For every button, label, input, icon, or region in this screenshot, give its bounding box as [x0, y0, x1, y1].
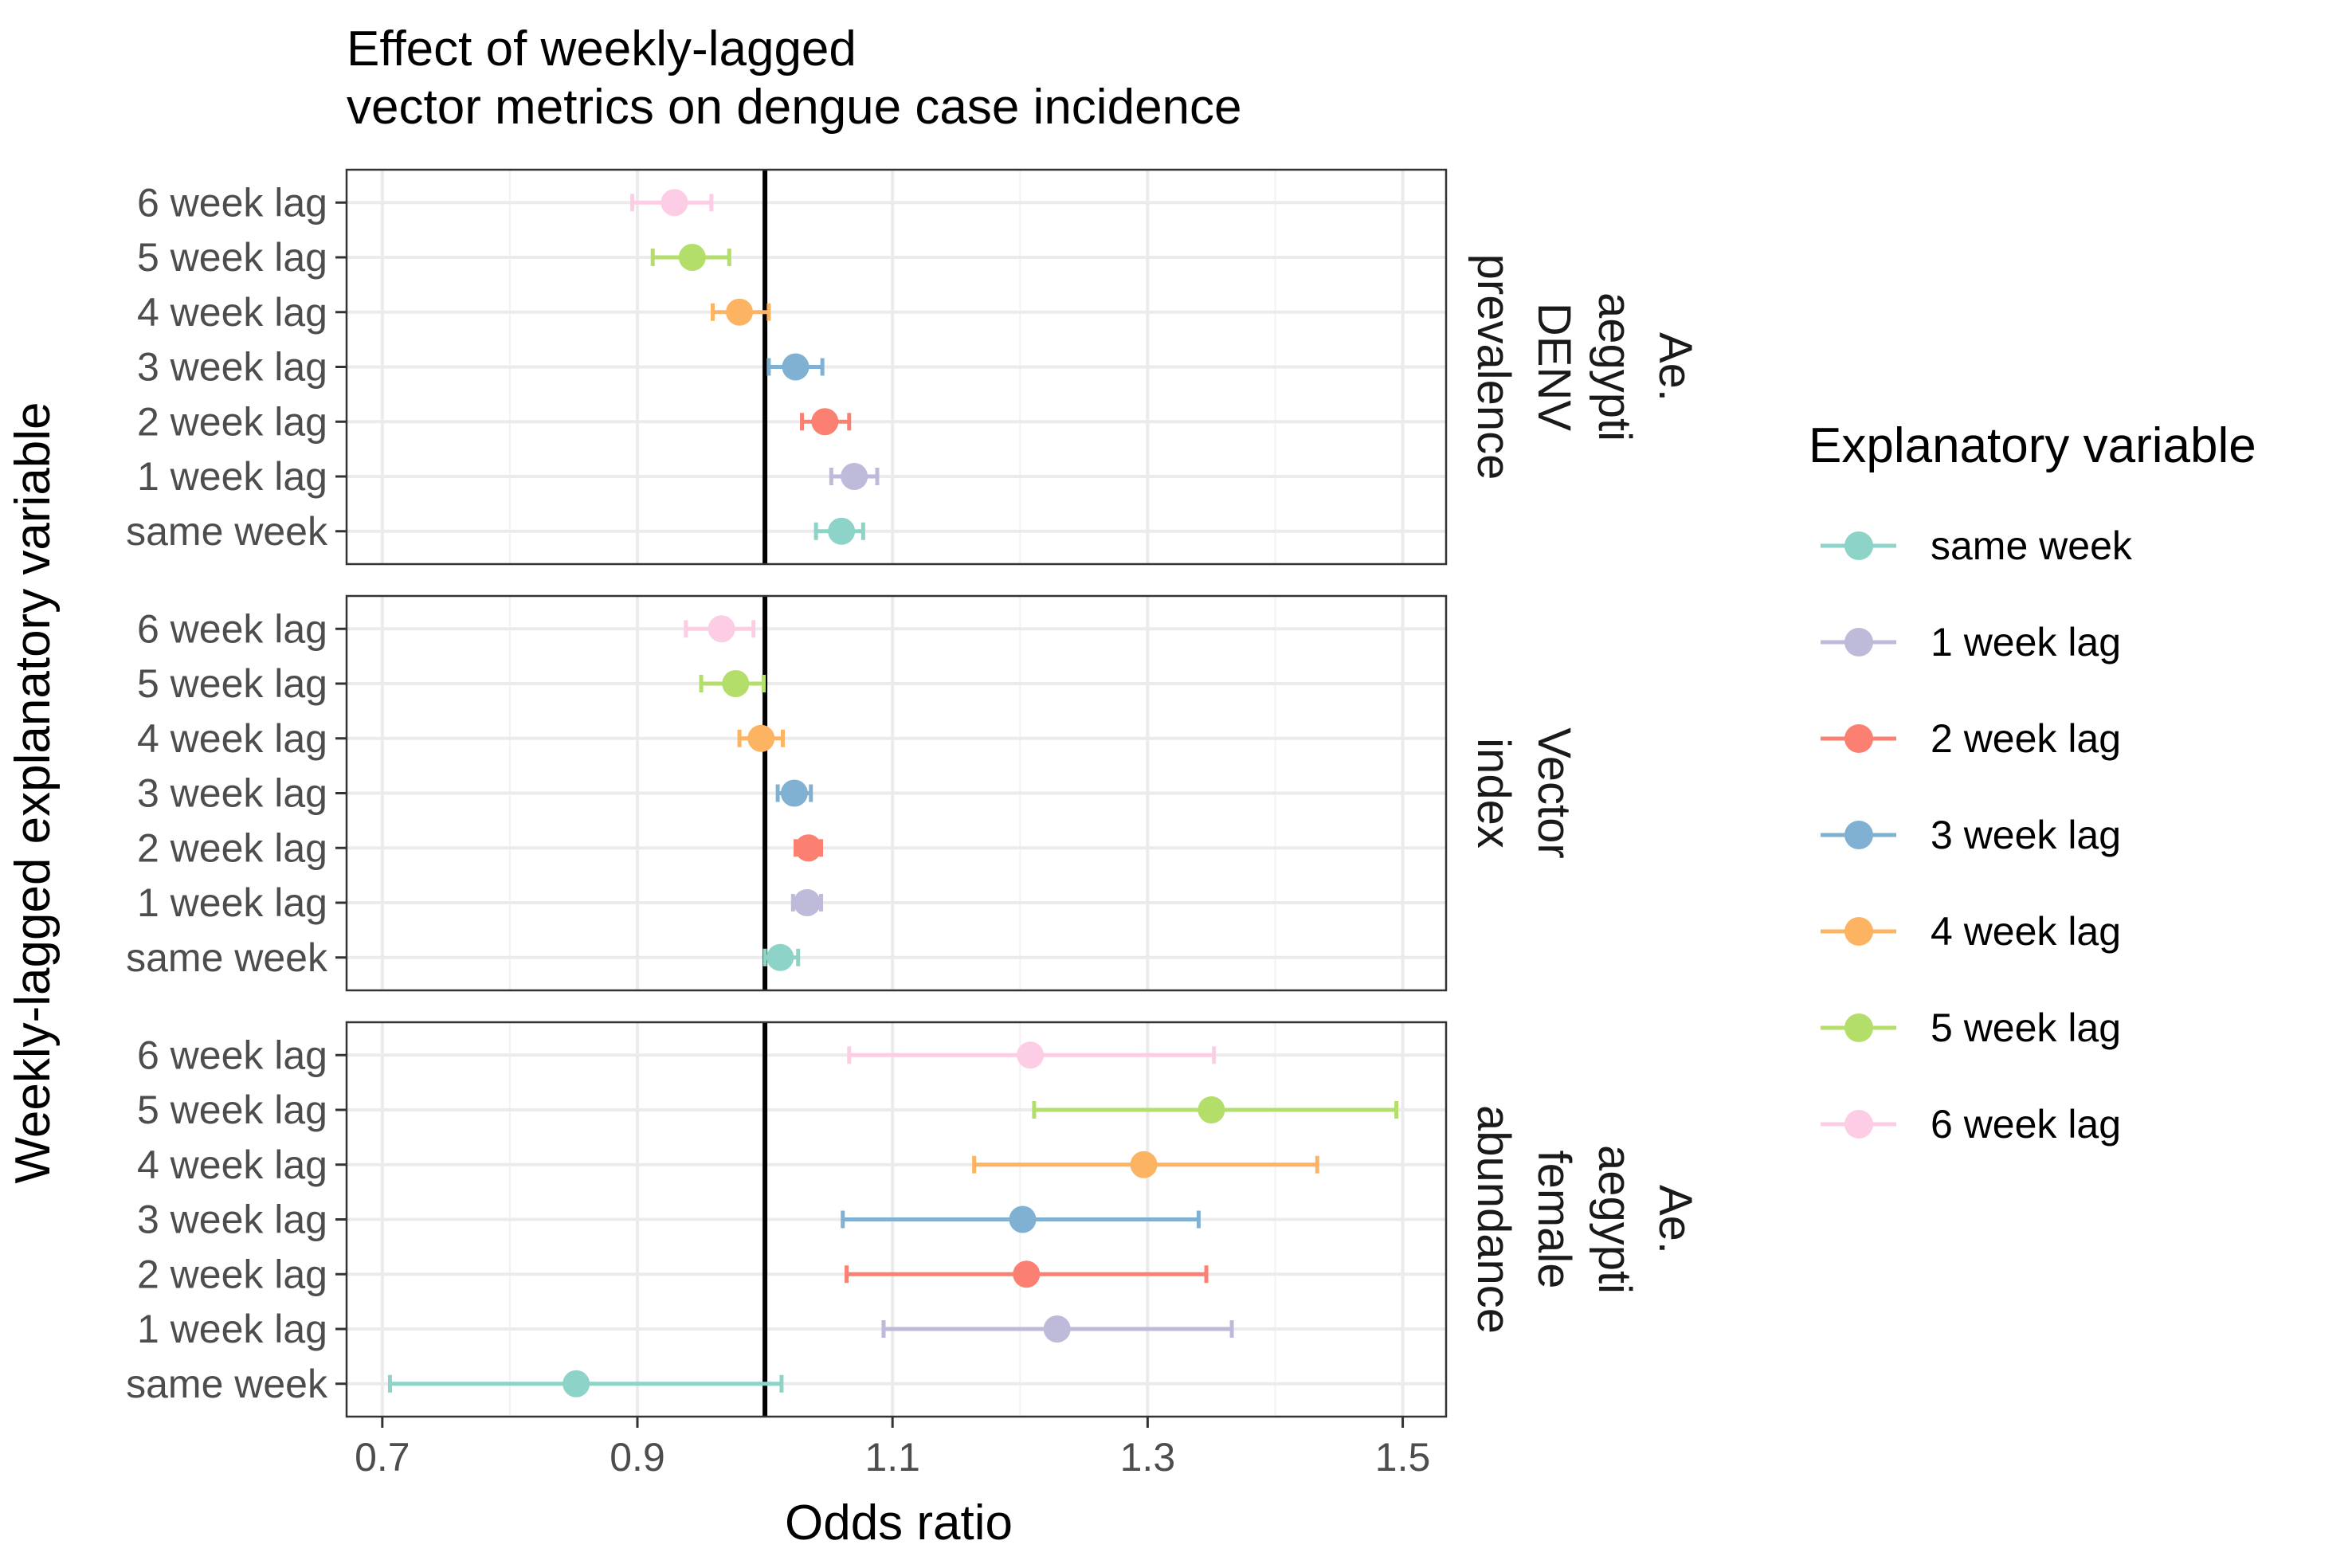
legend-key-point [1844, 821, 1873, 849]
y-tick-label: 6 week lag [137, 180, 327, 225]
legend-label: 6 week lag [1931, 1102, 2121, 1147]
point-estimate [747, 724, 775, 752]
y-tick-label: 2 week lag [137, 1252, 327, 1296]
y-tick-label: same week [126, 1362, 328, 1406]
point-estimate [1130, 1151, 1158, 1178]
facet-strip-label: aegypti [1589, 1145, 1641, 1294]
point-estimate [782, 353, 809, 381]
facet-strip-label: Vector [1528, 727, 1580, 858]
facet-strip-label: DENV [1528, 303, 1580, 431]
y-tick-label: 3 week lag [137, 771, 327, 816]
y-tick-label: 5 week lag [137, 661, 327, 706]
point-estimate [563, 1370, 590, 1397]
legend-label: 3 week lag [1931, 813, 2121, 857]
y-tick-label: 5 week lag [137, 1088, 327, 1132]
legend-label: 5 week lag [1931, 1005, 2121, 1050]
point-estimate [708, 615, 735, 643]
legend: Explanatory variable same week 1 week lag… [1809, 418, 2256, 1147]
y-tick-label: 3 week lag [137, 1198, 327, 1242]
y-axis-title: Weekly-lagged explanatory variable [6, 402, 61, 1183]
y-tick-label: same week [126, 935, 328, 980]
point-estimate [1198, 1096, 1225, 1123]
point-estimate [828, 517, 856, 545]
x-axis-title: Odds ratio [785, 1495, 1013, 1550]
point-estimate [1009, 1205, 1037, 1233]
legend-item: 5 week lag [1821, 1005, 2121, 1050]
facet-panel: same week 1 week lag 2 week lag 3 week lag 4… [126, 1021, 1701, 1418]
legend-label: same week [1931, 523, 2133, 568]
x-axis: 0.7 0.9 1.1 1.3 1.5 [355, 1417, 1430, 1480]
legend-key-point [1844, 1013, 1873, 1042]
x-tick-label: 0.7 [355, 1435, 410, 1480]
legend-key-point [1844, 628, 1873, 657]
chart-title-line-2: vector metrics on dengue case incidence [347, 80, 1242, 135]
facet-panel: same week 1 week lag 2 week lag 3 week lag 4… [126, 594, 1580, 992]
point-estimate [1017, 1041, 1045, 1069]
point-estimate [1013, 1260, 1041, 1288]
facet-strip-label: Ae. [1649, 332, 1701, 402]
y-tick-label: 1 week lag [137, 454, 327, 499]
legend-item: 4 week lag [1821, 909, 2121, 954]
y-tick-label: 5 week lag [137, 235, 327, 280]
legend-key-point [1844, 917, 1873, 946]
y-tick-label: 4 week lag [137, 1143, 327, 1187]
point-estimate [726, 298, 754, 326]
x-tick-label: 1.5 [1375, 1435, 1431, 1480]
chart-title: Effect of weekly-lagged vector metrics o… [347, 22, 1242, 135]
y-tick-label: 2 week lag [137, 399, 327, 444]
point-estimate [793, 889, 821, 916]
legend-item: 1 week lag [1821, 620, 2121, 664]
legend-key-point [1844, 724, 1873, 753]
point-estimate [1043, 1315, 1071, 1343]
point-estimate [678, 244, 706, 271]
x-tick-label: 1.1 [864, 1435, 920, 1480]
legend-label: 1 week lag [1931, 620, 2121, 664]
panels: same week 1 week lag 2 week lag 3 week lag 4… [126, 168, 1701, 1418]
point-estimate [661, 189, 688, 217]
facet-strip-label: prevalence [1468, 254, 1519, 480]
facet-strip-label: abundance [1468, 1105, 1519, 1334]
y-tick-label: 4 week lag [137, 716, 327, 761]
legend-title: Explanatory variable [1809, 418, 2256, 473]
point-estimate [766, 943, 794, 971]
facet-strip-label: female [1528, 1150, 1580, 1288]
point-estimate [780, 779, 808, 807]
y-tick-label: same week [126, 509, 328, 554]
y-tick-label: 6 week lag [137, 1033, 327, 1077]
y-tick-label: 1 week lag [137, 1307, 327, 1351]
y-tick-label: 6 week lag [137, 606, 327, 651]
legend-key-point [1844, 531, 1873, 560]
point-estimate [722, 670, 750, 697]
facet-panel: same week 1 week lag 2 week lag 3 week lag 4… [126, 168, 1701, 566]
facet-strip-label: aegypti [1589, 292, 1641, 441]
legend-label: 4 week lag [1931, 909, 2121, 954]
y-tick-label: 3 week lag [137, 345, 327, 390]
point-estimate [841, 463, 868, 490]
chart-title-line-1: Effect of weekly-lagged [347, 22, 857, 76]
facet-strip-label: index [1468, 738, 1519, 849]
point-estimate [811, 408, 839, 436]
legend-label: 2 week lag [1931, 716, 2121, 761]
legend-item: 2 week lag [1821, 716, 2121, 761]
y-tick-label: 4 week lag [137, 290, 327, 335]
legend-item: same week [1821, 523, 2133, 568]
x-tick-label: 0.9 [610, 1435, 665, 1480]
y-tick-label: 2 week lag [137, 825, 327, 870]
x-tick-label: 1.3 [1120, 1435, 1176, 1480]
y-tick-label: 1 week lag [137, 880, 327, 925]
legend-item: 3 week lag [1821, 813, 2121, 857]
legend-key-point [1844, 1110, 1873, 1139]
facet-strip-label: Ae. [1649, 1185, 1701, 1254]
legend-item: 6 week lag [1821, 1102, 2121, 1147]
point-estimate [794, 834, 822, 862]
